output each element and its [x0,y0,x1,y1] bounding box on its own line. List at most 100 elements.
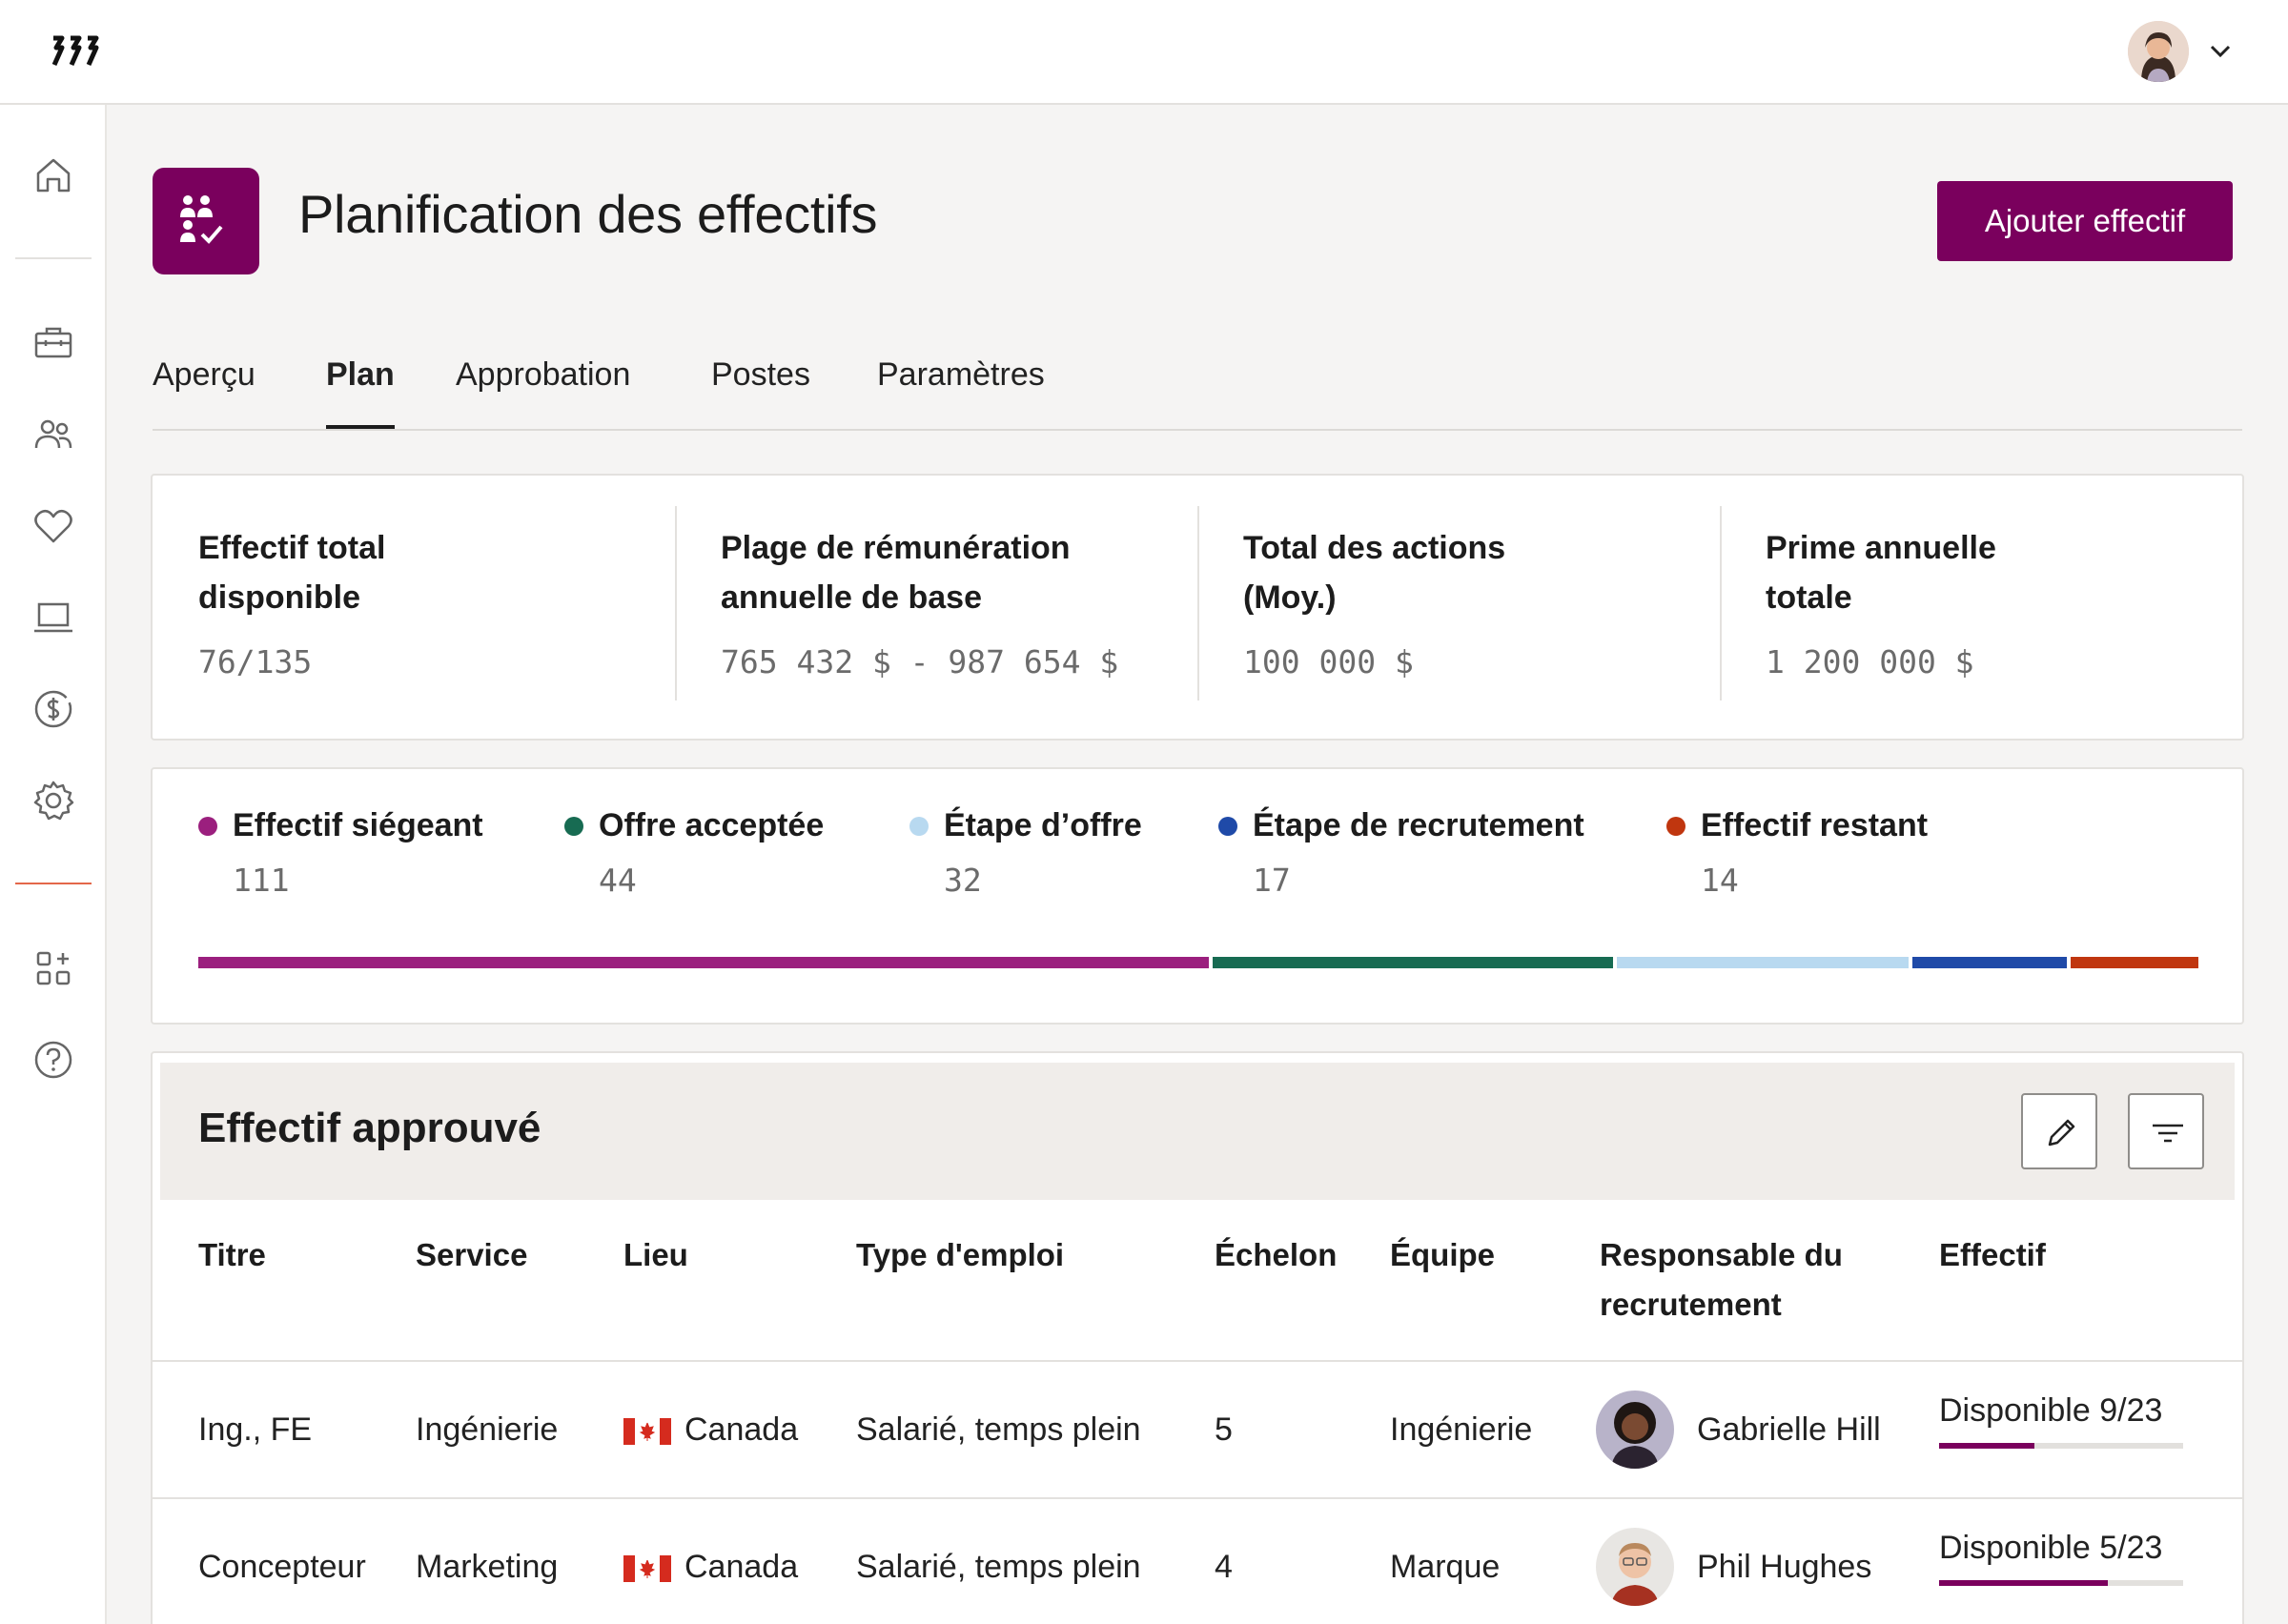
filter-button[interactable] [2128,1093,2204,1169]
stat-label: Prime annuelle totale [1766,530,1996,616]
stat-divider [1197,506,1199,700]
cell-location: Canada [623,1411,798,1449]
legend-label: Étape d’offre [944,807,1142,843]
cell-level: 4 [1215,1549,1233,1585]
availability-label: Disponible 9/23 [1939,1392,2163,1429]
cell-service: Marketing [416,1549,559,1585]
cell-team: Ingénierie [1390,1411,1533,1448]
chevron-down-icon[interactable] [2206,40,2235,63]
user-avatar[interactable] [2128,21,2189,82]
legend-dot [564,816,583,836]
row-divider [153,1360,2242,1362]
canada-flag-icon [623,1555,671,1583]
approved-headcount-card: Effectif approuvé Titre Service Lieu Typ… [151,1051,2244,1624]
bar-segment [1617,957,1909,968]
legend-value: 111 [233,862,290,899]
tab-bar: Aperçu Plan Approbation Postes Paramètre… [153,343,2242,431]
cell-title: Ing., FE [198,1411,313,1448]
tab-plan[interactable]: Plan [326,356,395,393]
filter-icon [2153,1124,2183,1143]
legend-label: Offre acceptée [599,807,825,843]
top-bar [0,0,2288,105]
legend-dot [198,816,217,836]
cell-level: 5 [1215,1411,1233,1448]
pencil-icon [2048,1119,2075,1147]
cell-headcount: Disponible 5/23 [1939,1530,2183,1586]
bar-segment [198,957,1210,968]
cell-recruiter-name: Phil Hughes [1697,1549,1872,1585]
gear-icon[interactable] [31,778,76,823]
sidebar [0,105,107,1624]
column-header-location[interactable]: Lieu [623,1237,688,1272]
row-divider [153,1497,2242,1499]
column-header-employment-type[interactable]: Type d'emploi [856,1237,1065,1272]
column-header-team[interactable]: Équipe [1390,1237,1496,1272]
tab-approbation[interactable]: Approbation [456,356,631,393]
workforce-planning-app-icon [153,168,259,274]
availability-progress-fill [1939,1443,2034,1449]
column-header-service[interactable]: Service [416,1237,528,1272]
bar-segment [1911,957,2068,968]
heart-icon[interactable] [31,503,76,549]
stat-value: 76/135 [198,643,313,680]
apps-icon[interactable] [31,945,76,991]
availability-label: Disponible 5/23 [1939,1530,2163,1566]
column-header-title[interactable]: Titre [198,1237,266,1272]
legend-value: 14 [1701,862,1739,899]
column-header-headcount[interactable]: Effectif [1939,1237,2046,1272]
canada-flag-icon [623,1418,671,1446]
legend-label: Étape de recrutement [1253,807,1584,843]
people-icon[interactable] [31,412,76,457]
legend-dot [1218,816,1237,836]
column-header-recruiter[interactable]: Responsable du recrutement [1600,1237,1843,1322]
legend-label: Effectif restant [1701,807,1929,843]
brand-logo[interactable] [50,32,103,71]
stat-annual-bonus: Prime annuelle totale 1 200 000 $ [1766,523,1996,680]
availability-progress-bar [1939,1443,2183,1449]
stat-value: 765 432 $ - 987 654 $ [721,643,1119,680]
stat-value: 1 200 000 $ [1766,643,1974,680]
cell-team: Marque [1390,1549,1501,1585]
availability-progress-fill [1939,1580,2108,1586]
tab-apercu[interactable]: Aperçu [153,356,255,393]
add-headcount-button[interactable]: Ajouter effectif [1937,181,2233,261]
legend-dot [909,816,929,836]
briefcase-icon[interactable] [31,320,76,366]
cell-location: Canada [623,1549,798,1586]
help-icon[interactable] [31,1037,76,1083]
edit-button[interactable] [2021,1093,2097,1169]
stat-total-headcount: Effectif total disponible 76/135 [198,523,385,680]
table-title: Effectif approuvé [198,1105,541,1151]
stat-value: 100 000 $ [1243,643,1414,680]
laptop-icon[interactable] [31,595,76,640]
cell-service: Ingénierie [416,1411,559,1448]
avatar [1596,1391,1674,1469]
availability-progress-bar [1939,1580,2183,1586]
legend-value: 44 [599,862,637,899]
stat-divider [1720,506,1722,700]
stat-label: Effectif total disponible [198,530,386,616]
legend-value: 32 [944,862,982,899]
stat-total-equity: Total des actions (Moy.) 100 000 $ [1243,523,1505,680]
stat-label: Plage de rémunération annuelle de base [721,530,1071,616]
home-icon[interactable] [31,152,76,198]
headcount-stacked-bar [198,957,2198,968]
people-check-icon [180,195,223,244]
summary-stats-card: Effectif total disponible 76/135 Plage de… [151,474,2244,741]
stat-divider [675,506,677,700]
legend-item-recruiting-stage: Étape de recrutement 17 [1218,807,1584,899]
legend-dot [1666,816,1685,836]
dollar-icon[interactable] [31,686,76,732]
cell-title: Concepteur [198,1549,366,1585]
column-header-level[interactable]: Échelon [1215,1237,1338,1272]
cell-employment-type: Salarié, temps plein [856,1549,1141,1585]
legend-item-remaining: Effectif restant 14 [1666,807,1928,899]
bar-segment [1213,957,1614,968]
legend-item-offer-stage: Étape d’offre 32 [909,807,1142,899]
legend-value: 17 [1253,862,1291,899]
tab-postes[interactable]: Postes [711,356,810,393]
legend-item-offer-accepted: Offre acceptée 44 [564,807,824,899]
tab-parametres[interactable]: Paramètres [877,356,1045,393]
stat-base-salary-range: Plage de rémunération annuelle de base 76… [721,523,1118,680]
active-tab-indicator [326,425,395,429]
